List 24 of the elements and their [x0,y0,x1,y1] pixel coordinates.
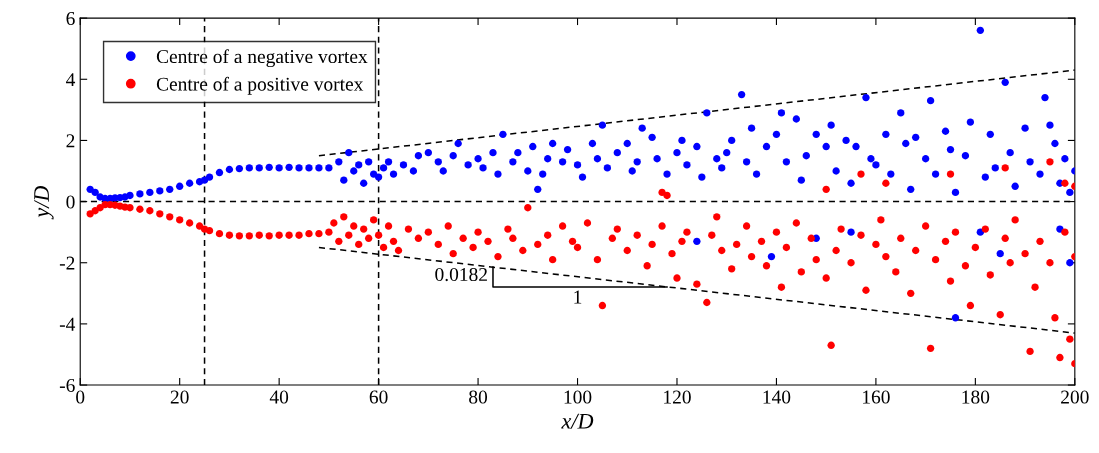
x-tick-label: 140 [763,390,791,404]
y-tick-label: 6 [66,11,75,26]
x-tick-label: 200 [1061,390,1089,404]
y-tick-label: -4 [59,317,76,331]
annotation: 0.0182 [435,267,487,282]
x-tick-label: 40 [269,390,289,404]
x-tick-label: 60 [369,390,388,404]
x-tick-label: 100 [564,390,592,404]
x-tick-label: 0 [76,390,85,404]
x-tick-label: 120 [664,390,691,404]
y-axis-title: y/D [34,185,54,220]
annotation: 1 [574,290,582,304]
legend-label: Centre of a positive vortex [156,76,364,95]
x-tick-label: 20 [170,390,189,404]
y-tick-label: 4 [66,73,76,87]
y-tick-label: -2 [59,256,75,270]
x-tick-label: 80 [469,390,488,404]
y-tick-label: -6 [59,378,75,392]
x-tick-label: 180 [962,390,990,404]
x-tick-label: 160 [863,390,890,404]
y-tick-label: 2 [66,134,75,148]
x-axis-title: x/D [561,413,594,429]
y-tick-label: 0 [66,195,75,209]
legend-label: Centre of a negative vortex [156,49,368,68]
